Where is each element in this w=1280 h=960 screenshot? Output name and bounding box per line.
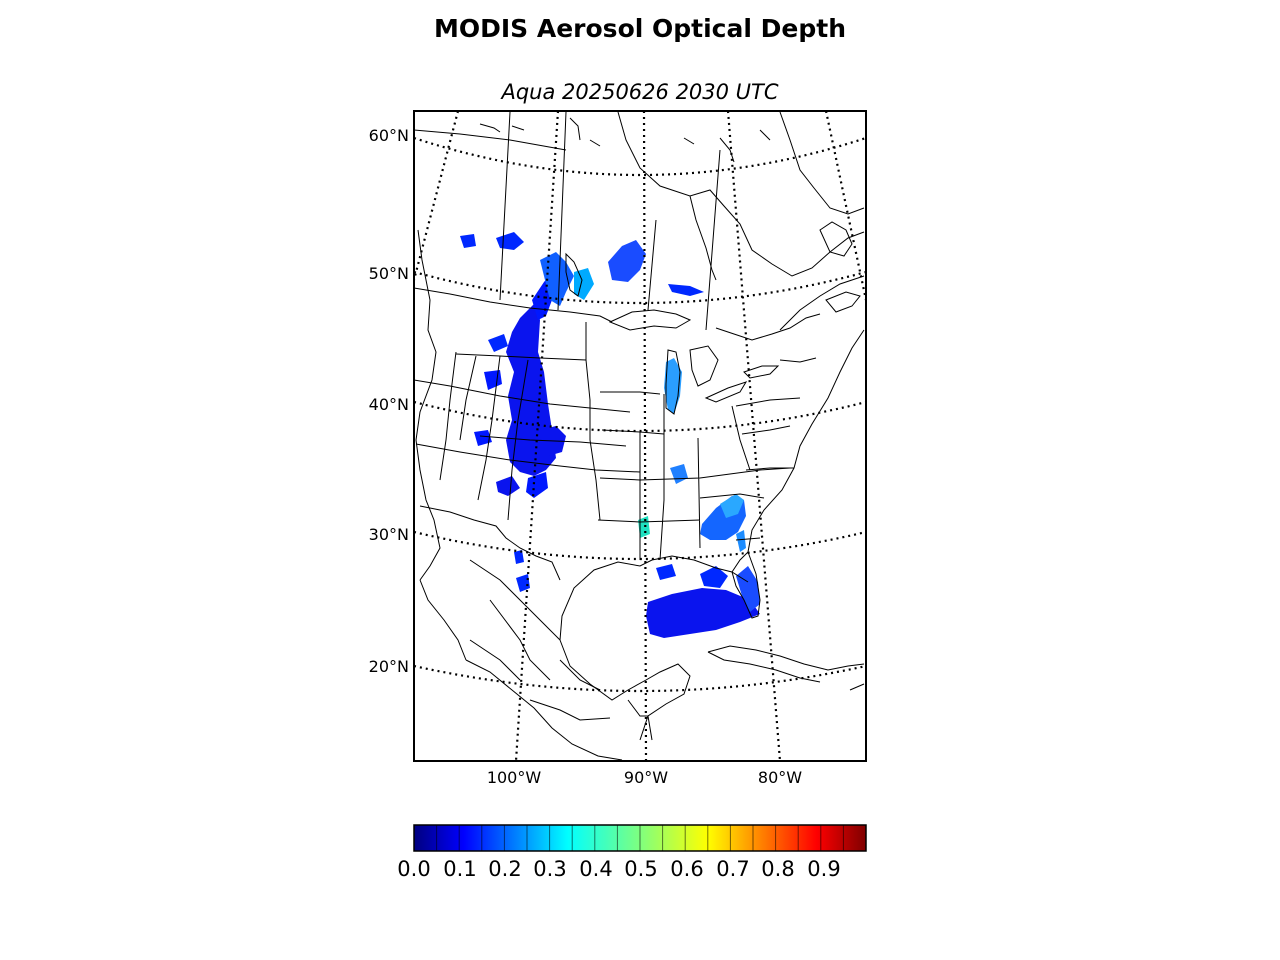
coastline-james-bay <box>689 195 717 281</box>
coastline-arctic-islands <box>479 117 771 163</box>
coastline-hudson-bay <box>617 111 865 277</box>
border-states-horizontal <box>414 353 641 473</box>
aod-patch-texas <box>514 550 524 564</box>
coastline-hispaniola <box>849 683 865 691</box>
border-mexico-states <box>469 559 611 721</box>
aod-patch-colorado <box>496 476 520 496</box>
lat-label-40n: 40°N <box>369 395 409 414</box>
parallel-60N <box>414 136 866 177</box>
great-lake-ontario <box>743 365 780 379</box>
lat-label-50n: 50°N <box>369 264 409 283</box>
lon-axis-labels: 100°W 90°W 80°W <box>487 768 802 787</box>
colorbar-label-0-7: 0.7 <box>716 857 749 881</box>
colorbar-label-0-3: 0.3 <box>533 857 566 881</box>
meridian-90W <box>642 111 648 761</box>
aod-patch-gulf-florida <box>646 588 760 638</box>
border-canada-provinces <box>499 111 721 331</box>
meridian-70W <box>824 111 866 301</box>
aod-patch-ontario <box>608 240 646 282</box>
colorbar-label-0-2: 0.2 <box>488 857 521 881</box>
aod-data-layer <box>460 232 760 638</box>
meridian-100W <box>514 111 560 761</box>
meridian-80W <box>726 111 782 761</box>
aod-patch-utah <box>474 430 492 446</box>
colorbar-label-0-6: 0.6 <box>670 857 703 881</box>
border-nwt <box>414 129 567 151</box>
coastline-baja <box>419 579 467 661</box>
parallel-50N <box>414 270 866 305</box>
coastline-pacific <box>415 229 441 581</box>
border-mexico-guatemala <box>627 699 653 741</box>
great-lake-huron <box>689 345 719 387</box>
aod-patch-mexico <box>516 574 530 592</box>
border-states-west <box>439 322 601 521</box>
aod-patch-florida-north <box>700 566 728 588</box>
colorbar-label-0-0: 0.0 <box>397 857 430 881</box>
lat-label-20n: 20°N <box>369 657 409 676</box>
lon-label-80w: 80°W <box>758 768 802 787</box>
great-lake-superior <box>608 309 692 331</box>
aod-patch-ontario-east <box>668 284 704 296</box>
parallel-40N <box>414 400 866 433</box>
map-area <box>414 111 866 761</box>
lon-label-90w: 90°W <box>624 768 668 787</box>
aod-patch-montana <box>488 334 508 352</box>
colorbar-tick-labels: 0.0 0.1 0.2 0.3 0.4 0.5 0.6 0.7 0.8 0.9 <box>397 857 840 881</box>
border-us-canada <box>414 287 613 323</box>
coastline-gulf <box>559 555 749 641</box>
map-title: MODIS Aerosol Optical Depth <box>433 14 846 43</box>
graticule <box>414 111 866 761</box>
colorbar-label-0-5: 0.5 <box>624 857 657 881</box>
coastline-labrador <box>779 111 865 215</box>
great-lake-erie <box>704 381 748 403</box>
colorbar-tick-marks <box>436 825 844 851</box>
colorbar-label-0-1: 0.1 <box>443 857 476 881</box>
colorbar-label-0-4: 0.4 <box>579 857 612 881</box>
lat-label-30n: 30°N <box>369 525 409 544</box>
coastline-nova-scotia <box>825 291 861 313</box>
coastline-mexico-west <box>465 659 623 761</box>
lon-label-100w: 100°W <box>487 768 542 787</box>
border-states-east <box>699 357 817 541</box>
lake-winnipeg <box>565 252 583 297</box>
parallel-30N <box>414 530 866 561</box>
map-subtitle: Aqua 20250626 2030 UTC <box>501 80 779 104</box>
aod-patch-carolina-coast <box>736 530 746 552</box>
colorbar-label-0-9: 0.9 <box>807 857 840 881</box>
coastline-st-lawrence <box>779 275 865 331</box>
coastline-florida <box>731 551 761 619</box>
aod-patch-louisiana <box>656 564 676 580</box>
coastline-newfoundland <box>819 221 853 257</box>
coastline-atlantic <box>747 329 865 553</box>
border-us-canada-east <box>715 313 821 341</box>
meridian-110W <box>414 111 460 281</box>
colorbar-frame <box>413 824 867 852</box>
border-us-mexico <box>419 505 561 581</box>
aod-patch-kansas <box>526 472 548 498</box>
great-lake-michigan <box>665 349 681 415</box>
aod-patch-alberta <box>460 234 476 248</box>
coastline-yucatan <box>559 639 691 741</box>
aod-patch-florida-peninsula <box>736 566 760 612</box>
coastline-cuba <box>707 645 865 671</box>
aod-patch-georgia-core <box>720 494 744 518</box>
coastlines-borders <box>414 111 865 761</box>
colorbar-label-0-8: 0.8 <box>761 857 794 881</box>
colorbar: 0.0 0.1 0.2 0.3 0.4 0.5 0.6 0.7 0.8 0.9 <box>397 824 867 881</box>
lat-axis-labels: 60°N 50°N 40°N 30°N 20°N <box>369 126 409 676</box>
map-frame <box>413 110 867 762</box>
lat-label-60n: 60°N <box>369 126 409 145</box>
